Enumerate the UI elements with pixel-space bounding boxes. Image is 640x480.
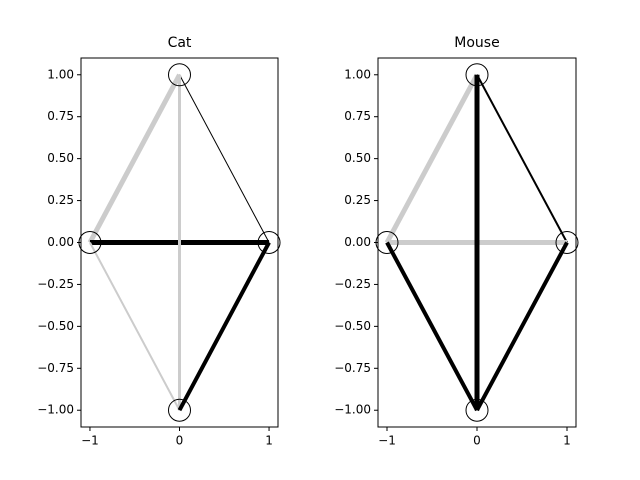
x-tick-label: 0 — [473, 434, 481, 448]
y-tick-label: −0.50 — [37, 319, 74, 333]
edge — [385, 241, 479, 412]
y-tick-label: −0.75 — [334, 361, 371, 375]
edge — [476, 74, 568, 243]
y-tick-label: 0.75 — [47, 109, 74, 123]
x-tick-label: 1 — [265, 434, 273, 448]
edge — [89, 242, 181, 411]
y-tick-label: −0.50 — [334, 319, 371, 333]
y-tick-label: −0.25 — [37, 277, 74, 291]
node — [465, 63, 489, 87]
y-tick-label: 0.00 — [344, 235, 371, 249]
node — [168, 63, 191, 87]
y-tick-label: −1.00 — [334, 403, 371, 417]
y-tick-label: 0.25 — [47, 193, 74, 207]
edge — [384, 73, 480, 244]
axes-title: Mouse — [454, 35, 499, 51]
x-tick-label: −1 — [81, 434, 99, 448]
y-tick-label: 0.25 — [344, 193, 371, 207]
y-tick-label: 0.50 — [47, 151, 74, 165]
y-tick-label: 0.00 — [47, 235, 74, 249]
y-tick-label: −0.75 — [37, 361, 74, 375]
y-tick-label: 0.50 — [344, 151, 371, 165]
node — [465, 398, 489, 422]
node — [257, 231, 281, 254]
y-tick-label: 1.00 — [344, 67, 371, 81]
x-tick-label: 1 — [563, 434, 571, 448]
edge — [179, 74, 270, 243]
y-tick-label: 0.75 — [344, 109, 371, 123]
edge — [475, 241, 569, 412]
x-tick-label: 0 — [176, 434, 184, 448]
axes-title: Cat — [168, 35, 192, 51]
edge — [177, 241, 271, 412]
node — [555, 231, 579, 254]
y-tick-label: −1.00 — [37, 403, 74, 417]
edge — [87, 73, 182, 244]
y-tick-label: −0.25 — [334, 277, 371, 291]
node — [168, 398, 191, 422]
x-tick-label: −1 — [378, 434, 396, 448]
y-tick-label: 1.00 — [47, 67, 74, 81]
